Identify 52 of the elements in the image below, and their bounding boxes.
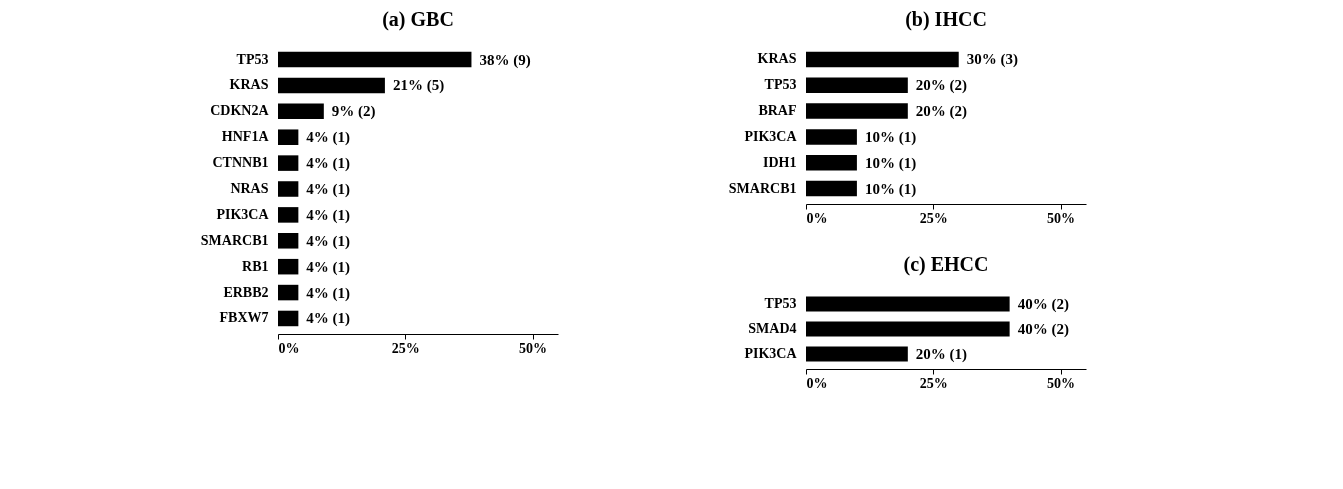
x-tick-label: 25% [919, 375, 948, 391]
data-label: 4% (1) [306, 206, 351, 224]
data-label: 4% (1) [306, 284, 351, 302]
y-tick-label: PIK3CA [744, 346, 798, 361]
y-tick-label: HNF1A [221, 129, 270, 145]
data-label: 4% (1) [306, 181, 351, 198]
y-tick-label: SMARCB1 [200, 232, 269, 248]
data-label: 10% (1) [864, 154, 917, 172]
chart-title: (a) GBC [382, 8, 454, 31]
data-label: 40% (2) [1017, 321, 1069, 338]
data-label: 4% (1) [306, 310, 351, 328]
x-tick-label: 25% [919, 210, 948, 226]
y-tick-label: PIK3CA [744, 128, 798, 144]
data-label: 30% (3) [966, 51, 1018, 69]
data-label: 4% (1) [306, 232, 351, 250]
data-label: 40% (2) [1017, 296, 1069, 313]
y-tick-label: RB1 [242, 258, 269, 274]
y-tick-label: TP53 [764, 77, 797, 93]
data-label: 20% (2) [915, 103, 968, 121]
x-tick-label: 0% [278, 340, 300, 356]
y-tick-label: IDH1 [763, 154, 797, 170]
y-tick-label: KRAS [757, 51, 797, 67]
x-tick-label: 50% [519, 340, 548, 356]
y-tick-label: TP53 [236, 51, 269, 67]
y-tick-label: PIK3CA [216, 206, 270, 222]
x-tick-label: 0% [806, 375, 828, 391]
x-tick-label: 50% [1047, 210, 1076, 226]
data-label: 4% (1) [306, 129, 351, 147]
data-label: 10% (1) [864, 180, 917, 198]
y-tick-label: SMAD4 [748, 321, 797, 336]
data-label: 20% (1) [915, 346, 968, 363]
data-label: 20% (2) [915, 77, 968, 95]
chart-title: (b) IHCC [905, 8, 987, 31]
data-label: 4% (1) [306, 258, 351, 276]
y-tick-label: BRAF [758, 103, 797, 119]
y-tick-label: NRAS [230, 181, 269, 196]
y-tick-label: TP53 [764, 296, 797, 311]
x-tick-label: 50% [1047, 375, 1076, 391]
y-tick-label: ERBB2 [223, 284, 269, 300]
chart-title: (c) EHCC [903, 253, 989, 276]
data-label: 38% (9) [479, 51, 531, 69]
data-label: 4% (1) [306, 155, 351, 173]
y-tick-label: FBXW7 [219, 310, 269, 326]
data-label: 9% (2) [331, 103, 376, 121]
y-tick-label: SMARCB1 [728, 180, 797, 196]
data-label: 21% (5) [392, 77, 445, 95]
y-tick-label: CDKN2A [210, 103, 270, 119]
x-tick-label: 25% [391, 340, 420, 356]
x-tick-label: 0% [806, 210, 828, 226]
data-label: 10% (1) [864, 128, 917, 146]
y-tick-label: CTNNB1 [212, 155, 269, 171]
y-tick-label: KRAS [229, 77, 269, 93]
